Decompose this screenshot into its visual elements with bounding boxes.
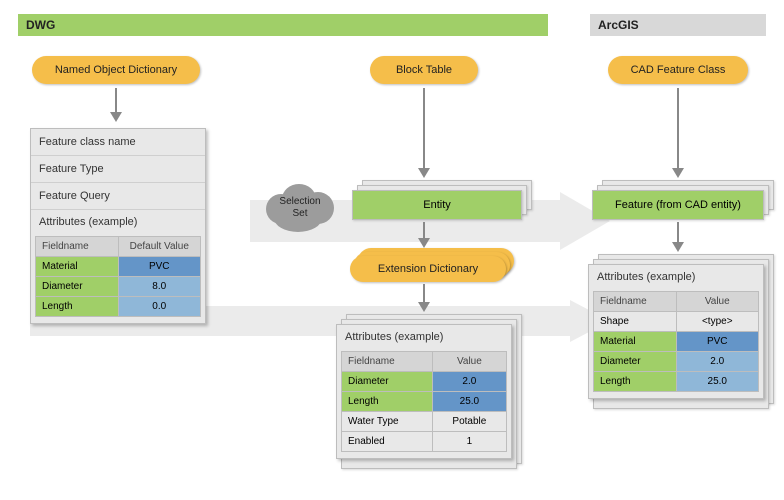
- table-cell-name: Length: [594, 372, 677, 392]
- table-cell-value: 0.0: [118, 297, 201, 317]
- mid-attr-table: Fieldname Value Diameter2.0Length25.0Wat…: [341, 351, 507, 452]
- mid-col1: Fieldname: [342, 352, 433, 372]
- feature-stack: Feature (from CAD entity): [592, 180, 778, 224]
- cad-feature-class-pill: CAD Feature Class: [608, 56, 748, 84]
- table-cell-value: 8.0: [118, 277, 201, 297]
- left-panel-row: Feature class name: [31, 129, 205, 156]
- table-cell-name: Material: [36, 257, 119, 277]
- table-cell-value: <type>: [676, 312, 759, 332]
- left-panel-row: Feature Type: [31, 156, 205, 183]
- table-cell-name: Diameter: [342, 372, 433, 392]
- left-attr-table: Fieldname Default Value MaterialPVCDiame…: [35, 236, 201, 317]
- left-panel-attr-title: Attributes (example): [31, 210, 205, 232]
- arrow-right-1: [672, 88, 684, 178]
- arcgis-header: ArcGIS: [590, 14, 766, 36]
- extension-dictionary-pill: Extension Dictionary: [350, 256, 506, 282]
- table-cell-name: Diameter: [594, 352, 677, 372]
- right-col2: Value: [676, 292, 759, 312]
- table-cell-name: Material: [594, 332, 677, 352]
- named-object-dictionary-pill: Named Object Dictionary: [32, 56, 200, 84]
- table-cell-value: 2.0: [432, 372, 506, 392]
- feature-label: Feature (from CAD entity): [592, 190, 764, 220]
- table-cell-name: Enabled: [342, 432, 433, 452]
- left-col2: Default Value: [118, 237, 201, 257]
- right-col1: Fieldname: [594, 292, 677, 312]
- table-cell-name: Length: [342, 392, 433, 412]
- right-attr-table: Fieldname Value Shape<type>MaterialPVCDi…: [593, 291, 759, 392]
- arrow-right-2: [672, 222, 684, 252]
- arrow-mid-1: [418, 88, 430, 178]
- left-panel: Feature class name Feature Type Feature …: [30, 128, 206, 324]
- selection-set-cloud: SelectionSet: [260, 182, 340, 236]
- arrow-mid-3: [418, 284, 430, 312]
- selection-set-label: SelectionSet: [260, 196, 340, 220]
- table-cell-value: 1: [432, 432, 506, 452]
- left-panel-row: Feature Query: [31, 183, 205, 210]
- entity-stack: Entity: [352, 180, 532, 224]
- table-cell-name: Water Type: [342, 412, 433, 432]
- table-cell-value: 25.0: [676, 372, 759, 392]
- block-table-pill: Block Table: [370, 56, 478, 84]
- arrow-mid-2: [418, 222, 430, 248]
- mid-attr-title: Attributes (example): [337, 325, 511, 347]
- left-col1: Fieldname: [36, 237, 119, 257]
- table-cell-name: Shape: [594, 312, 677, 332]
- table-cell-value: PVC: [676, 332, 759, 352]
- dwg-header: DWG: [18, 14, 548, 36]
- right-attr-title: Attributes (example): [589, 265, 763, 287]
- table-cell-value: PVC: [118, 257, 201, 277]
- mid-col2: Value: [432, 352, 506, 372]
- table-cell-name: Diameter: [36, 277, 119, 297]
- table-cell-name: Length: [36, 297, 119, 317]
- table-cell-value: 2.0: [676, 352, 759, 372]
- extension-dict-stack: Extension Dictionary: [350, 248, 530, 288]
- table-cell-value: 25.0: [432, 392, 506, 412]
- table-cell-value: Potable: [432, 412, 506, 432]
- arrow-left: [110, 88, 122, 122]
